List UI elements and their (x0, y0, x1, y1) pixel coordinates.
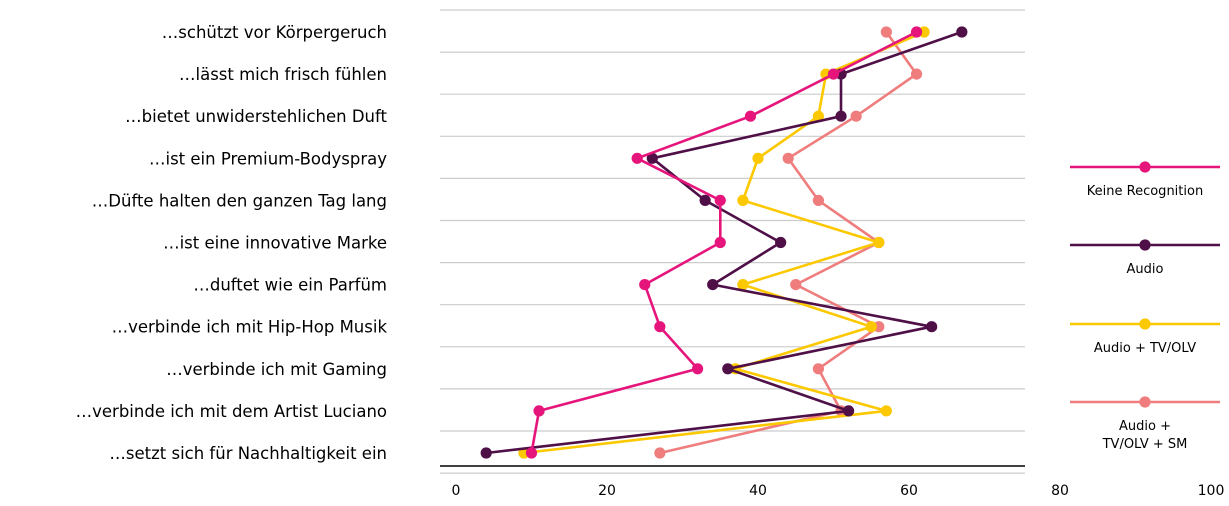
category-label: …verbinde ich mit Gaming (166, 360, 387, 379)
data-point (639, 279, 651, 291)
legend-label: Audio (1127, 262, 1164, 277)
data-point (775, 236, 787, 249)
legend-label: TV/OLV + SM (1102, 437, 1188, 452)
category-label: …duftet wie ein Parfüm (193, 276, 387, 295)
category-label: …ist ein Premium-Bodyspray (149, 149, 387, 168)
category-label: …ist eine innovative Marke (163, 234, 387, 253)
data-point (812, 363, 825, 375)
data-point (533, 405, 545, 417)
series-keine-recognition (525, 26, 923, 459)
category-label: …bietet unwiderstehlichen Duft (125, 107, 387, 126)
category-label: …setzt sich für Nachhaltigkeit ein (109, 444, 387, 463)
data-point (873, 236, 885, 249)
data-point (910, 68, 923, 80)
data-point (654, 447, 666, 459)
x-tick-label: 40 (749, 483, 767, 499)
x-tick-labels: 0 20 40 60 80 100 (452, 483, 1225, 499)
data-point (714, 236, 726, 249)
series-lines (480, 26, 968, 459)
legend: Keine Recognition Audio Audio + TV/OLV Audi… (1070, 161, 1220, 452)
data-point (850, 110, 862, 122)
data-point (910, 26, 923, 38)
category-label: …verbinde ich mit dem Artist Luciano (76, 402, 387, 421)
data-point (722, 363, 734, 375)
data-point (827, 68, 840, 80)
data-point (699, 194, 711, 206)
x-tick-label: 80 (1051, 483, 1069, 499)
legend-label: Keine Recognition (1087, 184, 1203, 199)
legend-item: Audio + TV/OLV + SM (1070, 396, 1220, 452)
category-label: …Düfte halten den ganzen Tag lang (92, 191, 387, 210)
data-point (926, 321, 938, 333)
category-labels: …schützt vor Körpergeruch …lässt mich fri… (76, 23, 388, 463)
legend-swatch-point (1139, 239, 1151, 251)
category-label: …lässt mich frisch fühlen (179, 65, 387, 84)
legend-swatch-point (1139, 396, 1151, 408)
grid-lines (440, 9, 1025, 474)
data-point (865, 321, 877, 333)
data-point (480, 447, 492, 459)
legend-swatch-point (1139, 161, 1151, 173)
legend-item: Audio + TV/OLV (1070, 318, 1220, 356)
x-tick-label: 100 (1198, 483, 1225, 499)
legend-item: Audio (1070, 239, 1220, 277)
data-point (843, 405, 855, 417)
x-tick-label: 20 (598, 483, 616, 499)
data-point (692, 363, 704, 375)
data-point (737, 279, 749, 291)
x-tick-label: 0 (452, 483, 461, 499)
data-point (525, 447, 538, 459)
data-point (782, 152, 794, 164)
data-point (646, 152, 658, 164)
data-point (812, 110, 825, 122)
legend-label: Audio + TV/OLV (1094, 341, 1196, 356)
data-point (752, 152, 764, 164)
data-point (790, 279, 802, 291)
data-point (654, 321, 666, 333)
data-point (880, 405, 892, 417)
x-tick-label: 60 (900, 483, 918, 499)
series-audio (480, 26, 968, 459)
data-point (707, 279, 719, 291)
data-point (880, 26, 892, 38)
legend-item: Keine Recognition (1070, 161, 1220, 199)
data-point (812, 194, 825, 206)
category-label: …verbinde ich mit Hip-Hop Musik (112, 318, 388, 337)
category-label: …schützt vor Körpergeruch (162, 23, 387, 42)
data-point (744, 110, 757, 122)
legend-label: Audio + (1119, 419, 1171, 434)
data-point (956, 26, 968, 38)
data-point (631, 152, 643, 164)
data-point (737, 194, 749, 206)
data-point (835, 110, 847, 122)
legend-swatch-point (1139, 318, 1151, 330)
data-point (714, 194, 726, 206)
